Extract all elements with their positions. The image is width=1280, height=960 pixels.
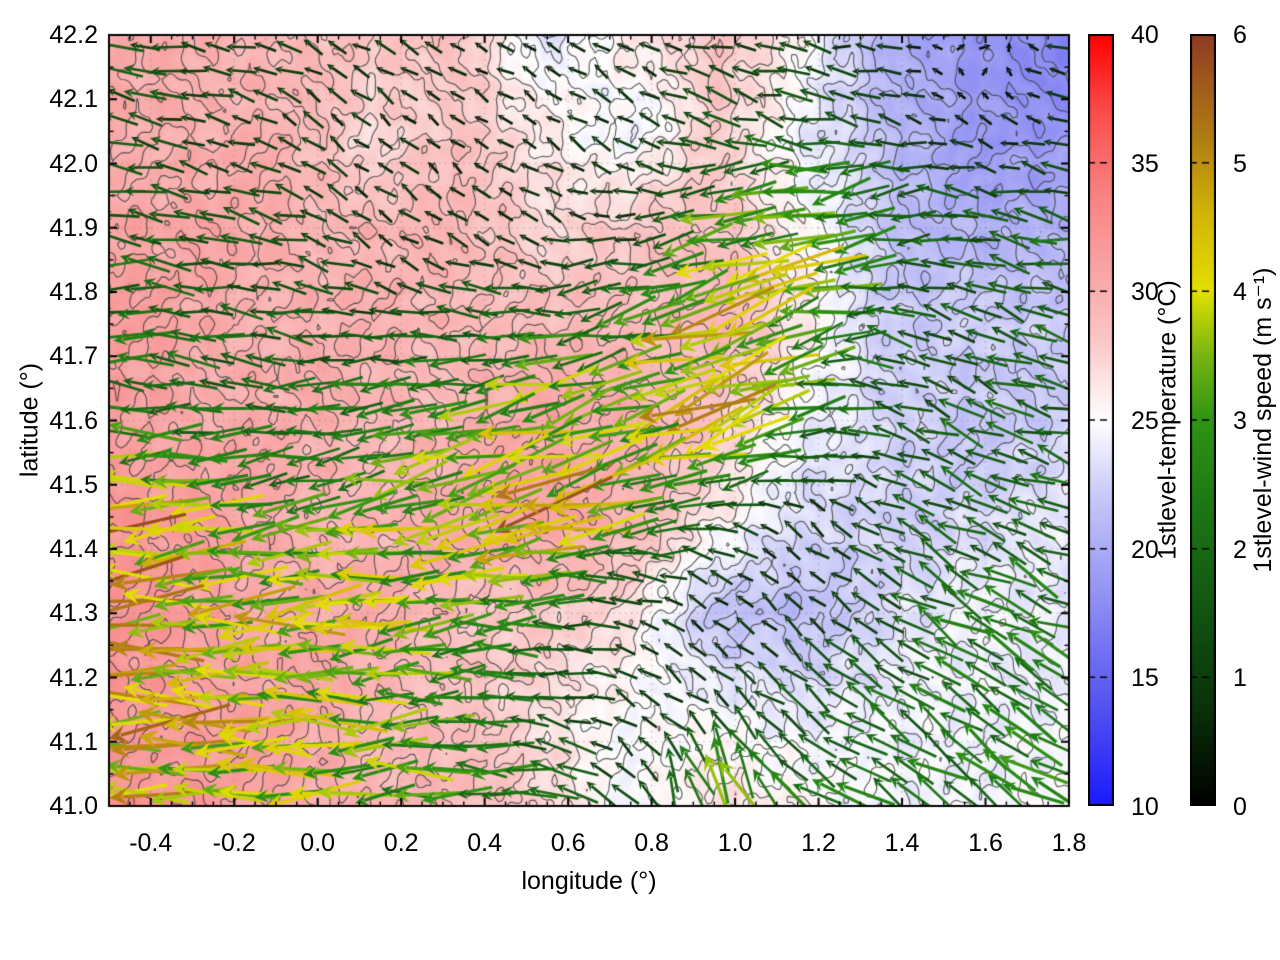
y-axis-title: latitude (°) [15, 362, 44, 478]
wind-colorbar-tick-label: 0 [1233, 793, 1247, 821]
x-tick-label: 0.0 [300, 829, 336, 857]
temperature-colorbar [1088, 34, 1114, 806]
temperature-colorbar-tick-label: 35 [1131, 149, 1159, 178]
temperature-colorbar-tick-label: 10 [1131, 793, 1159, 821]
x-tick-label: 1.4 [884, 829, 920, 857]
x-tick-label: 0.2 [383, 829, 419, 857]
y-tick-label: 41.8 [49, 278, 98, 306]
wind-colorbar-tick-label: 2 [1233, 535, 1247, 564]
wind-colorbar-tick-label: 4 [1233, 278, 1247, 307]
x-tick-label: 0.8 [634, 829, 669, 857]
y-tick-label: 41.4 [49, 535, 98, 563]
y-tick-label: 41.3 [49, 599, 98, 628]
temperature-colorbar-tick-label: 25 [1131, 407, 1159, 435]
wind-speed-colorbar [1190, 34, 1216, 806]
y-tick-label: 42.0 [49, 149, 98, 178]
y-tick-label: 41.5 [49, 470, 98, 499]
x-tick-label: 0.6 [550, 829, 586, 857]
y-tick-label: 41.0 [49, 792, 98, 820]
temperature-colorbar-tick-label: 20 [1131, 535, 1159, 564]
wind-colorbar-tick-label: 1 [1233, 664, 1247, 693]
x-tick-label: 1.0 [717, 829, 753, 857]
wind-colorbar-tick-label: 5 [1233, 149, 1247, 178]
temperature-colorbar-title: 1stlevel-temperature (°C) [1153, 280, 1182, 560]
wind-colorbar-tick-label: 3 [1233, 407, 1247, 435]
x-tick-label: 1.6 [968, 829, 1003, 857]
x-tick-label: -0.4 [129, 829, 173, 857]
x-tick-label: -0.2 [212, 829, 256, 857]
y-tick-label: 41.1 [49, 727, 98, 756]
wind-colorbar-tick-label: 6 [1233, 21, 1247, 49]
y-tick-label: 41.7 [49, 342, 98, 371]
x-tick-label: 1.2 [801, 829, 836, 857]
wind-colorbar-title: 1stlevel-wind speed (m s⁻¹) [1249, 267, 1277, 573]
y-tick-label: 41.2 [49, 663, 98, 692]
y-tick-label: 42.1 [49, 85, 98, 114]
y-tick-label: 42.2 [49, 21, 98, 49]
y-tick-label: 41.9 [49, 213, 98, 242]
x-axis-title: longitude (°) [521, 867, 657, 895]
temperature-colorbar-tick-label: 15 [1131, 664, 1159, 693]
temperature-colorbar-tick-label: 30 [1131, 278, 1159, 307]
temperature-colorbar-tick-label: 40 [1131, 21, 1159, 49]
x-tick-label: 1.8 [1051, 829, 1087, 857]
x-tick-label: 0.4 [467, 829, 503, 857]
y-tick-label: 41.6 [49, 406, 98, 435]
